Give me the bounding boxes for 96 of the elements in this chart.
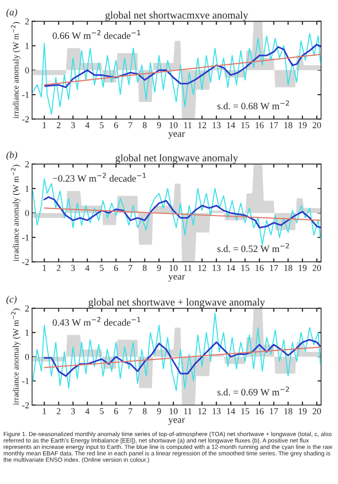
x-tick-label: 6: [114, 122, 118, 128]
x-tick-label: 10: [170, 264, 178, 271]
x-tick-label: 17: [270, 264, 278, 271]
y-tick-label: 0: [25, 67, 29, 74]
y-tick-label: 2: [25, 18, 29, 24]
x-tick-label: 1: [42, 408, 46, 414]
x-tick-label: 14: [227, 122, 236, 128]
y-tick-label: -2: [22, 402, 29, 408]
x-tick-label: 11: [184, 408, 192, 414]
x-tick-label: 20: [312, 122, 321, 128]
x-tick-label: 10: [170, 122, 178, 128]
chart-title: global net shortwacmxve anomaly: [105, 11, 248, 21]
x-tick-label: 4: [85, 122, 90, 128]
y-tick-label: -1: [22, 378, 29, 384]
x-tick-label: 2: [56, 264, 60, 271]
x-tick-label: 3: [71, 264, 75, 271]
y-tick-label: 0: [25, 354, 29, 360]
x-tick-label: 8: [142, 264, 147, 271]
x-tick-label: 13: [212, 264, 221, 271]
y-tick-label: 0: [25, 210, 29, 216]
x-tick-label: 4: [85, 408, 90, 414]
chart-title: global net longwave anomaly: [116, 154, 238, 164]
x-tick-label: 15: [241, 408, 250, 414]
x-tick-label: 9: [157, 264, 161, 271]
y-tick-label: 1: [26, 186, 29, 192]
annotation: 0.43 W m$^{−2}$ decade$^{−1}$: [52, 316, 140, 326]
x-tick-label: 12: [198, 264, 206, 271]
y-axis-title: irradiance anomaly (W m$^{−2}$): [11, 164, 20, 262]
x-tick-label: 13: [212, 122, 221, 128]
x-tick-label: 16: [256, 264, 264, 271]
x-tick-label: 18: [284, 408, 292, 414]
y-axis-title: irradiance anomaly (W m$^{−2}$): [11, 308, 20, 406]
x-tick-label: 19: [298, 122, 307, 128]
x-tick-label: 19: [298, 408, 307, 414]
x-tick-label: 15: [241, 122, 250, 128]
x-tick-label: 8: [142, 122, 147, 128]
x-tick-label: 16: [256, 408, 264, 414]
x-tick-label: 6: [114, 264, 118, 271]
x-tick-label: 18: [284, 264, 292, 271]
y-tick-label: 2: [25, 161, 29, 168]
annotation: s.d. = 0.52 W m$^{−2}$: [217, 243, 289, 252]
line-series: [44, 339, 322, 377]
x-tick-label: 10: [170, 408, 178, 414]
x-tick-label: 13: [212, 408, 221, 414]
x-tick-label: 6: [114, 408, 118, 414]
annotation: s.d. = 0.68 W m$^{−2}$: [217, 100, 289, 110]
text: (a): [6, 8, 18, 18]
x-tick-label: 8: [142, 408, 147, 414]
x-tick-label: 1: [42, 122, 46, 128]
x-tick-label: 14: [227, 408, 236, 414]
x-tick-label: 1: [42, 264, 46, 271]
x-tick-label: 17: [270, 408, 278, 414]
x-tick-label: 11: [184, 122, 192, 128]
y-tick-label: -1: [22, 92, 29, 98]
x-tick-label: 2: [56, 408, 60, 414]
x-tick-label: 9: [157, 122, 161, 128]
annotation: −0.23 W m$^{−2}$ decade$^{−1}$: [52, 172, 146, 182]
x-tick-label: 12: [198, 408, 206, 414]
x-tick-label: 12: [198, 122, 206, 128]
y-tick-label: -2: [22, 116, 29, 122]
x-tick-label: 3: [71, 408, 75, 414]
x-tick-label: 7: [128, 408, 132, 414]
x-axis-title: year: [168, 418, 185, 425]
x-tick-label: 4: [85, 264, 90, 271]
x-tick-label: 15: [241, 264, 250, 271]
line-series: [44, 44, 322, 88]
x-tick-label: 16: [256, 122, 264, 128]
x-tick-label: 18: [284, 122, 292, 128]
y-tick-label: 2: [25, 305, 29, 312]
x-axis-title: year: [168, 274, 185, 282]
text: (b): [6, 151, 18, 160]
y-tick-label: -1: [22, 234, 29, 241]
x-tick-label: 5: [100, 264, 104, 271]
y-tick-label: 1: [26, 42, 29, 49]
annotation: 0.66 W m$^{−2}$ decade$^{−1}$: [52, 30, 140, 39]
y-axis-title: irradiance anomaly (W m$^{−2}$): [11, 22, 20, 119]
x-tick-label: 2: [56, 122, 60, 128]
x-tick-label: 3: [71, 122, 75, 128]
annotation: s.d. = 0.69 W m$^{−2}$: [217, 386, 289, 396]
x-tick-label: 7: [128, 122, 132, 128]
chart-title: global net shortwave + longwave anomaly: [88, 298, 265, 308]
x-tick-label: 20: [312, 264, 321, 271]
x-tick-label: 20: [312, 408, 321, 414]
x-tick-label: 17: [270, 122, 278, 128]
x-tick-label: 7: [128, 264, 132, 271]
x-tick-label: 14: [227, 264, 236, 271]
x-tick-label: 11: [184, 264, 192, 271]
text: (c): [6, 296, 17, 304]
line-series: [44, 196, 322, 228]
y-tick-label: 1: [26, 330, 29, 336]
y-tick-label: -2: [22, 259, 29, 265]
x-tick-label: 19: [298, 264, 307, 271]
x-axis-title: year: [168, 132, 185, 139]
x-tick-label: 5: [100, 408, 104, 414]
x-tick-label: 5: [100, 122, 104, 128]
x-tick-label: 9: [157, 408, 161, 414]
